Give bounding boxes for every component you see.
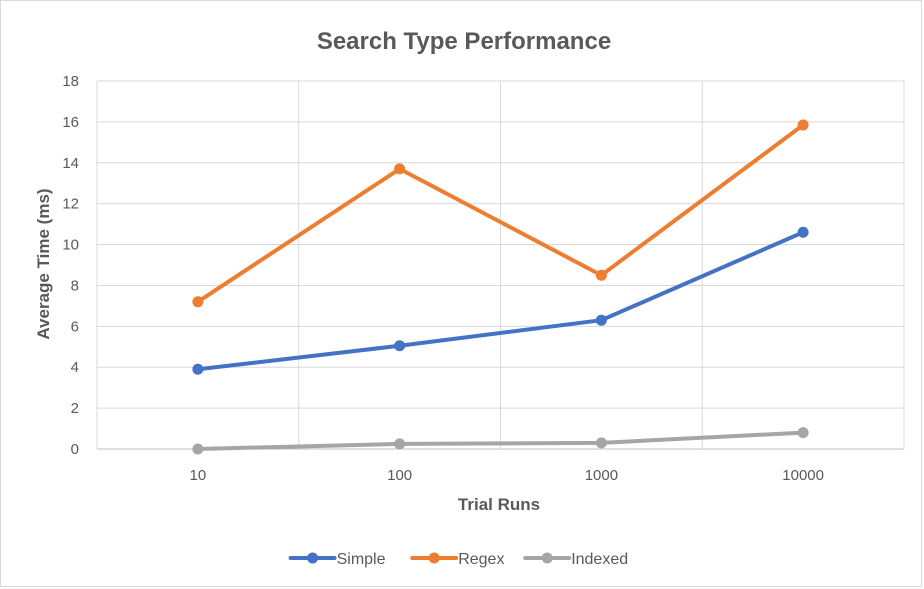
x-tick-label: 10000	[782, 467, 824, 484]
series-line-indexed	[195, 430, 806, 451]
y-tick-label: 16	[62, 114, 79, 131]
legend-marker-regex	[428, 552, 440, 564]
chart-title: Search Type Performance	[317, 28, 611, 55]
x-tick-label: 100	[387, 467, 412, 484]
series-line-simple	[195, 230, 806, 372]
y-tick-label: 12	[62, 196, 79, 213]
legend-label-simple: Simple	[337, 551, 386, 568]
y-axis-ticks: 0 2 4 6 8 10 12 14 16 18	[62, 73, 79, 458]
data-point-regex	[394, 163, 406, 175]
y-tick-label: 18	[62, 73, 79, 90]
data-point-regex	[595, 269, 607, 281]
data-point-indexed	[595, 437, 607, 449]
legend-marker-indexed	[541, 552, 553, 564]
series-line-regex	[195, 122, 806, 304]
series-lines	[192, 119, 809, 455]
data-point-regex	[192, 296, 204, 308]
y-tick-label: 2	[71, 400, 79, 417]
legend-label-indexed: Indexed	[571, 551, 628, 568]
data-point-indexed	[192, 443, 204, 455]
y-tick-label: 6	[71, 318, 79, 335]
data-point-indexed	[797, 427, 809, 439]
x-tick-label: 10	[190, 467, 207, 484]
y-tick-label: 8	[71, 277, 79, 294]
x-axis-ticks: 10 100 1000 10000	[190, 467, 824, 484]
x-tick-label: 1000	[585, 467, 618, 484]
y-tick-label: 14	[62, 155, 79, 172]
data-point-simple	[595, 314, 607, 326]
y-tick-label: 4	[71, 359, 79, 376]
data-point-simple	[797, 226, 809, 238]
y-tick-label: 10	[62, 237, 79, 254]
y-axis-label: Average Time (ms)	[34, 188, 53, 339]
legend-label-regex: Regex	[458, 551, 504, 568]
legend: Simple Regex Indexed	[288, 551, 628, 568]
y-tick-label: 0	[71, 441, 79, 458]
data-point-simple	[192, 363, 204, 375]
data-point-indexed	[394, 438, 406, 450]
x-axis-label: Trial Runs	[458, 495, 540, 514]
data-point-regex	[797, 119, 809, 131]
data-point-simple	[394, 340, 406, 352]
legend-marker-simple	[307, 552, 319, 564]
gridlines	[96, 80, 905, 450]
